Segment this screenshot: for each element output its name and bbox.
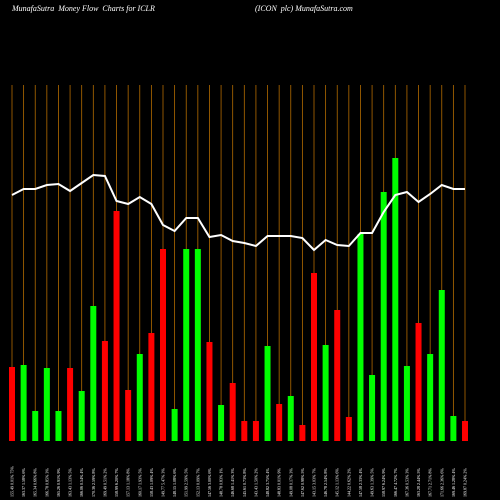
bar xyxy=(206,342,213,441)
x-tick-label: 148.83 0.01% 9% xyxy=(277,468,282,497)
x-tick-label: 169.49 0.51% 2% xyxy=(102,468,107,497)
x-tick-label: 145.61 0.73% 8% xyxy=(242,468,247,497)
x-tick-label: 155.49 0.01% 75% xyxy=(10,466,15,497)
bar xyxy=(90,306,97,441)
x-tick-label: 144.22 0.62% 2% xyxy=(346,468,351,497)
bar xyxy=(462,421,468,441)
x-tick-label: 151.99 2.59% 5% xyxy=(184,468,189,497)
bar xyxy=(20,365,27,441)
x-tick-label: 147.58 2.33% 4% xyxy=(358,468,363,497)
bar xyxy=(299,425,306,441)
x-tick-label: 143.43 1.50% 2% xyxy=(253,468,258,497)
bar xyxy=(427,354,434,441)
x-tick-label: 169.46 1.28% 4% xyxy=(451,468,456,497)
bar xyxy=(287,396,294,441)
x-tick-label: 152.13 0.09% 7% xyxy=(195,468,200,497)
x-tick-label: 148.15 1.08% 6% xyxy=(172,468,177,497)
bar xyxy=(32,411,39,441)
bar xyxy=(276,404,283,441)
x-tick-label: 160.17 1.93% 5% xyxy=(137,468,142,497)
x-tick-label: 157.13 1.18% 8% xyxy=(126,468,131,497)
bar xyxy=(380,192,387,441)
x-tick-label: 148.78 0.83% 1% xyxy=(219,468,224,497)
x-tick-label: 163.43 1.13% 5% xyxy=(68,468,73,497)
bar xyxy=(252,421,259,441)
x-tick-label: 169.87 0.24% 2% xyxy=(463,468,468,497)
bar xyxy=(403,366,410,441)
x-tick-label: 165.34 0.66% 8% xyxy=(33,468,38,497)
x-tick-label: 158.97 6.24% 9% xyxy=(381,468,386,497)
bar xyxy=(229,383,236,441)
bar xyxy=(311,273,317,441)
x-tick-label: 163.28 2.44% 5% xyxy=(416,468,421,497)
bar xyxy=(55,411,62,441)
bar xyxy=(322,345,329,441)
bar xyxy=(171,409,178,441)
bar xyxy=(148,333,155,441)
x-tick-label: 148.82 3.75% 4% xyxy=(265,468,270,497)
bar xyxy=(67,368,74,441)
bar xyxy=(101,341,108,441)
bar xyxy=(78,391,85,441)
x-tick-label: 165.26 0.91% 9% xyxy=(56,468,61,497)
bar xyxy=(392,158,399,441)
x-tick-label: 158.99 6.20% 7% xyxy=(114,468,119,497)
bar xyxy=(357,234,364,441)
bar xyxy=(43,368,50,441)
x-tick-label: 167.71 2.71% 8% xyxy=(428,468,433,497)
chart-title: MunafaSutra Money Flow Charts for ICLR xyxy=(11,4,155,13)
bar xyxy=(194,249,201,441)
x-tick-label: 147.62 0.98% 5% xyxy=(300,468,305,497)
x-tick-label: 147.56 3.00% 6% xyxy=(207,468,212,497)
bar xyxy=(345,417,352,441)
bar xyxy=(369,375,376,441)
x-tick-label: 149.63 1.39% 5% xyxy=(370,468,375,497)
x-tick-label: 166.78 0.85% 3% xyxy=(44,468,49,497)
x-tick-label: 145.12 1.13% 6% xyxy=(335,468,340,497)
bar xyxy=(218,405,225,441)
x-tick-label: 167.36 0.53% 3% xyxy=(404,468,409,497)
money-flow-line xyxy=(11,173,465,252)
x-tick-label: 149.77 5.47% 3% xyxy=(161,468,166,497)
bar xyxy=(113,211,120,441)
bar xyxy=(264,346,271,441)
x-tick-label: 166.47 4.72% 7% xyxy=(393,468,398,497)
bar xyxy=(450,416,457,441)
x-tick-label: 149.08 0.17% 3% xyxy=(288,468,293,497)
bar xyxy=(241,421,248,441)
bar xyxy=(9,367,15,441)
x-tick-label: 163.37 1.58% 6% xyxy=(21,468,26,497)
chart-subtitle: (ICON plc) MunafaSutra.com xyxy=(255,4,353,13)
x-tick-label: 143.15 3.03% 7% xyxy=(312,468,317,497)
bar xyxy=(334,310,341,441)
bar xyxy=(160,249,166,441)
bar xyxy=(136,354,143,441)
x-tick-label: 171.66 2.36% 6% xyxy=(439,468,444,497)
bar xyxy=(438,290,445,441)
x-tick-label: 170.36 2.59% 8% xyxy=(91,468,96,497)
x-tick-label: 146.78 2.54% 8% xyxy=(323,468,328,497)
bar xyxy=(183,249,190,441)
x-tick-label: 158.43 1.09% 4% xyxy=(149,468,154,497)
bar xyxy=(125,390,132,441)
x-tick-label: 146.68 1.41% 3% xyxy=(230,468,235,497)
x-tick-label: 166.06 0.54% 4% xyxy=(79,468,84,497)
bar xyxy=(415,323,422,441)
